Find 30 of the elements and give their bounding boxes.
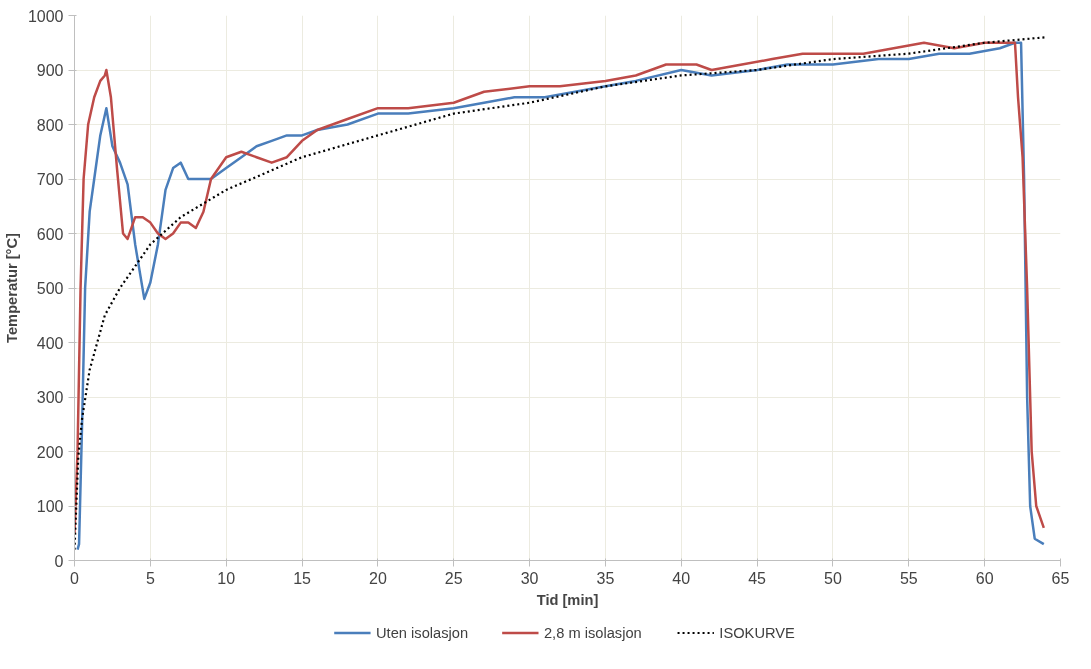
x-tick-label: 40	[672, 569, 691, 587]
y-tick-label: 400	[36, 334, 64, 352]
y-axis-title: Temperatur [°C]	[3, 232, 20, 343]
x-tick-label: 25	[444, 569, 463, 587]
x-tick-label: 35	[596, 569, 615, 587]
x-tick-label: 65	[1051, 569, 1070, 587]
y-tick-label: 100	[36, 498, 64, 515]
y-tick-label: 600	[36, 225, 64, 243]
x-tick-label: 5	[145, 569, 155, 587]
x-tick-label: 30	[520, 569, 539, 587]
y-tick-label: 800	[36, 116, 64, 134]
y-tick-label: 700	[36, 171, 64, 188]
x-tick-label: 50	[824, 569, 842, 587]
x-tick-label: 0	[70, 569, 80, 587]
legend-label: ISOKURVE	[719, 625, 796, 641]
legend-label: 2,8 m isolasjon	[543, 625, 642, 641]
y-tick-label: 900	[36, 62, 64, 79]
x-tick-label: 55	[899, 569, 918, 587]
x-axis-title: Tid [min]	[536, 591, 599, 608]
x-tick-label: 15	[293, 569, 312, 587]
x-tick-label: 60	[975, 569, 994, 587]
y-tick-label: 1000	[27, 7, 64, 25]
y-tick-label: 500	[36, 280, 64, 297]
y-tick-label: 300	[36, 389, 64, 406]
y-tick-label: 0	[54, 552, 64, 570]
y-tick-label: 200	[36, 443, 64, 461]
x-tick-label: 10	[217, 569, 236, 587]
x-tick-label: 20	[368, 569, 387, 587]
x-tick-label: 45	[748, 569, 767, 587]
legend-label: Uten isolasjon	[376, 625, 469, 641]
